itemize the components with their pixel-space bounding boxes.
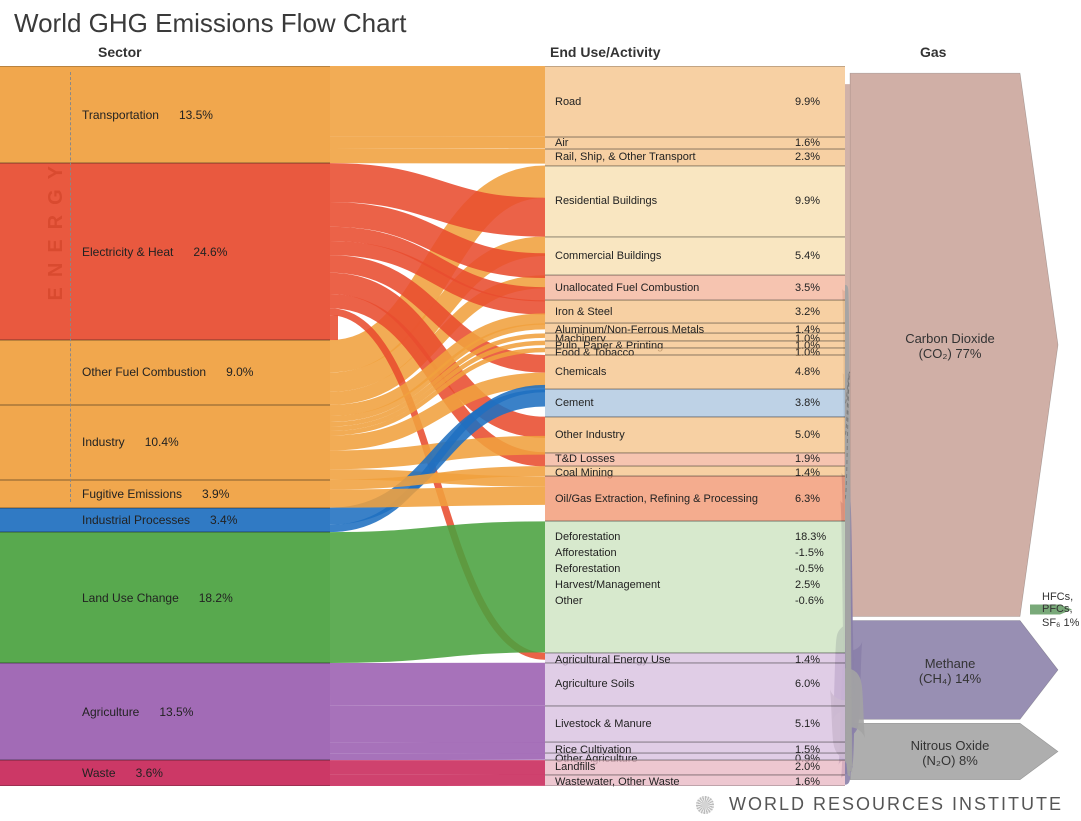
sector-label-transport: Transportation13.5%: [82, 108, 213, 122]
gas-label: Methane(CH₄) 14%: [870, 656, 1030, 686]
enduse-pct: -0.5%: [795, 563, 824, 575]
gas-label: Nitrous Oxide(N₂O) 8%: [870, 738, 1030, 768]
enduse-pct: 2.5%: [795, 579, 820, 591]
enduse-label: Road: [555, 96, 581, 108]
sector-label-elecheat: Electricity & Heat24.6%: [82, 245, 227, 259]
col-header-mid: End Use/Activity: [550, 44, 660, 60]
enduse-pct: 18.3%: [795, 531, 826, 543]
enduse-label: Livestock & Manure: [555, 718, 652, 730]
wri-logo-icon: [696, 796, 714, 814]
enduse-label: Landfills: [555, 761, 595, 773]
enduse-pct: 6.3%: [795, 493, 820, 505]
sector-waste: [0, 760, 330, 786]
enduse-pct: -0.6%: [795, 595, 824, 607]
source-attribution: WORLD RESOURCES INSTITUTE: [696, 794, 1063, 815]
chart-title: World GHG Emissions Flow Chart: [14, 8, 407, 39]
sector-label-indproc: Industrial Processes3.4%: [82, 513, 237, 527]
enduse-pct: 6.0%: [795, 678, 820, 690]
enduse-label: Cement: [555, 397, 594, 409]
enduse-pct: 9.9%: [795, 96, 820, 108]
enduse-label: Afforestation: [555, 547, 617, 559]
enduse-label: T&D Losses: [555, 453, 615, 465]
enduse-pct: 4.8%: [795, 366, 820, 378]
enduse-label: Other: [555, 595, 583, 607]
energy-divider: [70, 72, 71, 502]
sector-label-industry: Industry10.4%: [82, 435, 179, 449]
enduse-pct: 3.5%: [795, 282, 820, 294]
enduse-label: Harvest/Management: [555, 579, 660, 591]
enduse-pct: 5.4%: [795, 250, 820, 262]
enduse-pct: 3.2%: [795, 306, 820, 318]
enduse-label: Other Industry: [555, 429, 625, 441]
sector-label-landuse: Land Use Change18.2%: [82, 591, 233, 605]
enduse-pct: 5.1%: [795, 718, 820, 730]
enduse-pct: 2.0%: [795, 761, 820, 773]
enduse-label: Air: [555, 137, 568, 149]
enduse-label: Commercial Buildings: [555, 250, 661, 262]
col-header-sector: Sector: [98, 44, 142, 60]
enduse-label: Agriculture Soils: [555, 678, 634, 690]
enduse-label: Unallocated Fuel Combustion: [555, 282, 699, 294]
source-text: WORLD RESOURCES INSTITUTE: [729, 794, 1063, 814]
sector-label-agri: Agriculture13.5%: [82, 705, 193, 719]
enduse-label: Reforestation: [555, 563, 620, 575]
hfc-label: HFCs, PFCs,: [1042, 591, 1081, 615]
enduse-pct: 3.8%: [795, 397, 820, 409]
col-header-gas: Gas: [920, 44, 946, 60]
enduse-label: Wastewater, Other Waste: [555, 776, 680, 788]
gas-label: Carbon Dioxide(CO₂) 77%: [870, 331, 1030, 361]
enduse-label: Residential Buildings: [555, 195, 657, 207]
enduse-pct: 2.3%: [795, 151, 820, 163]
enduse-pct: 9.9%: [795, 195, 820, 207]
enduse-label: Chemicals: [555, 366, 606, 378]
enduse-pct: 1.9%: [795, 453, 820, 465]
enduse-pct: 5.0%: [795, 429, 820, 441]
enduse-pct: -1.5%: [795, 547, 824, 559]
enduse-label: Rail, Ship, & Other Transport: [555, 151, 696, 163]
enduse-pct: 1.6%: [795, 776, 820, 788]
hfc-label-2: SF₆ 1%: [1042, 617, 1079, 629]
enduse-label: Oil/Gas Extraction, Refining & Processin…: [555, 493, 758, 505]
sector-label-otherfuel: Other Fuel Combustion9.0%: [82, 365, 253, 379]
sankey-diagram: ENERGY Transportation13.5%Electricity & …: [0, 66, 1081, 786]
sector-label-fugitive: Fugitive Emissions3.9%: [82, 487, 229, 501]
enduse-pct: 1.6%: [795, 137, 820, 149]
sector-label-waste: Waste3.6%: [82, 766, 163, 780]
enduse-label: Deforestation: [555, 531, 620, 543]
enduse-label: Iron & Steel: [555, 306, 612, 318]
